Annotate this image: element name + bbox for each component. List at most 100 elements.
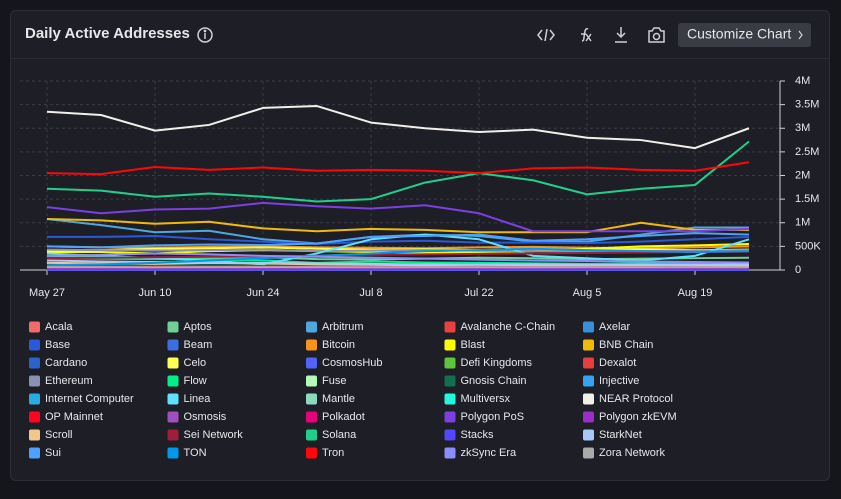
legend-label[interactable]: Gnosis Chain [461, 375, 527, 387]
y-tick-label: 500K [795, 240, 821, 252]
legend-swatch [445, 430, 456, 441]
legend-label[interactable]: CosmosHub [322, 357, 383, 369]
y-tick-label: 1.5M [795, 193, 819, 205]
legend-swatch [168, 430, 179, 441]
legend-swatch [168, 448, 179, 459]
legend-swatch [583, 322, 594, 333]
legend-label[interactable]: Beam [184, 339, 213, 351]
x-tick-label: Aug 5 [573, 287, 602, 299]
legend-label[interactable]: Multiversx [461, 393, 511, 405]
legend-swatch [29, 376, 40, 387]
legend-label[interactable]: Linea [184, 393, 212, 405]
legend-label[interactable]: Scroll [45, 429, 73, 441]
legend-label[interactable]: Solana [322, 429, 357, 441]
y-tick-label: 3M [795, 122, 810, 134]
x-tick-label: Jun 24 [246, 287, 279, 299]
legend-swatch [306, 412, 317, 423]
legend-label[interactable]: Dexalot [599, 357, 636, 369]
legend-swatch [583, 340, 594, 351]
legend-swatch [445, 376, 456, 387]
x-tick-label: Aug 19 [678, 287, 713, 299]
legend-swatch [583, 448, 594, 459]
legend-swatch [29, 430, 40, 441]
legend-swatch [306, 448, 317, 459]
legend-label[interactable]: Tron [322, 447, 344, 459]
legend-label[interactable]: Cardano [45, 357, 87, 369]
legend-swatch [29, 358, 40, 369]
legend-label[interactable]: Polygon zkEVM [599, 411, 677, 423]
legend-swatch [306, 358, 317, 369]
x-tick-label: Jun 10 [138, 287, 171, 299]
legend-label[interactable]: Celo [184, 357, 207, 369]
legend-label[interactable]: Bitcoin [322, 339, 355, 351]
legend-swatch [583, 358, 594, 369]
chart-title: Daily Active Addresses [25, 25, 190, 42]
legend-swatch [168, 358, 179, 369]
legend-label[interactable]: Avalanche C-Chain [461, 321, 556, 333]
legend-label[interactable]: Mantle [322, 393, 355, 405]
y-tick-label: 2M [795, 169, 810, 181]
legend-swatch [583, 412, 594, 423]
legend-swatch [306, 430, 317, 441]
legend-swatch [445, 322, 456, 333]
legend-label[interactable]: Base [45, 339, 70, 351]
legend-label[interactable]: Zora Network [599, 447, 666, 459]
legend-swatch [29, 322, 40, 333]
button-label[interactable]: Customize Chart [687, 26, 791, 42]
legend-swatch [29, 448, 40, 459]
legend-label[interactable]: Blast [461, 339, 485, 351]
legend-swatch [306, 394, 317, 405]
y-tick-label: 4M [795, 75, 810, 87]
legend-label[interactable]: Axelar [599, 321, 631, 333]
legend-label[interactable]: NEAR Protocol [599, 393, 673, 405]
legend-swatch [168, 412, 179, 423]
legend-swatch [445, 358, 456, 369]
x-tick-label: Jul 22 [464, 287, 493, 299]
legend-label[interactable]: Stacks [461, 429, 495, 441]
legend-label[interactable]: Injective [599, 375, 639, 387]
legend-swatch [168, 376, 179, 387]
legend-label[interactable]: BNB Chain [599, 339, 653, 351]
x-tick-label: Jul 8 [359, 287, 382, 299]
legend-label[interactable]: Defi Kingdoms [461, 357, 533, 369]
legend-swatch [168, 322, 179, 333]
legend-label[interactable]: Sui [45, 447, 61, 459]
legend-swatch [306, 322, 317, 333]
y-tick-label: 2.5M [795, 146, 819, 158]
x-tick-label: May 27 [29, 287, 65, 299]
legend-swatch [29, 394, 40, 405]
legend-label[interactable]: Ethereum [45, 375, 93, 387]
legend-swatch [445, 412, 456, 423]
legend-label[interactable]: Flow [184, 375, 207, 387]
legend-swatch [29, 412, 40, 423]
legend-swatch [445, 394, 456, 405]
y-tick-label: 0 [795, 264, 801, 276]
legend-swatch [168, 340, 179, 351]
y-tick-label: 3.5M [795, 99, 819, 111]
y-tick-label: 1M [795, 217, 810, 229]
legend-label[interactable]: TON [184, 447, 207, 459]
legend-swatch [445, 448, 456, 459]
legend-label[interactable]: Fuse [322, 375, 346, 387]
legend-label[interactable]: Osmosis [184, 411, 227, 423]
legend-label[interactable]: Aptos [184, 321, 213, 333]
legend-label[interactable]: Arbitrum [322, 321, 364, 333]
legend-swatch [583, 430, 594, 441]
legend-swatch [583, 394, 594, 405]
legend-label[interactable]: OP Mainnet [45, 411, 103, 423]
legend-swatch [29, 340, 40, 351]
legend-label[interactable]: Internet Computer [45, 393, 134, 405]
legend-label[interactable]: Polygon PoS [461, 411, 525, 423]
legend-swatch [168, 394, 179, 405]
legend-label[interactable]: Sei Network [184, 429, 244, 441]
legend-swatch [445, 340, 456, 351]
legend-label[interactable]: StarkNet [599, 429, 642, 441]
legend-label[interactable]: Polkadot [322, 411, 365, 423]
legend-label[interactable]: zkSync Era [461, 447, 518, 459]
legend-swatch [306, 376, 317, 387]
legend-swatch [583, 376, 594, 387]
legend-label[interactable]: Acala [45, 321, 73, 333]
legend-swatch [306, 340, 317, 351]
